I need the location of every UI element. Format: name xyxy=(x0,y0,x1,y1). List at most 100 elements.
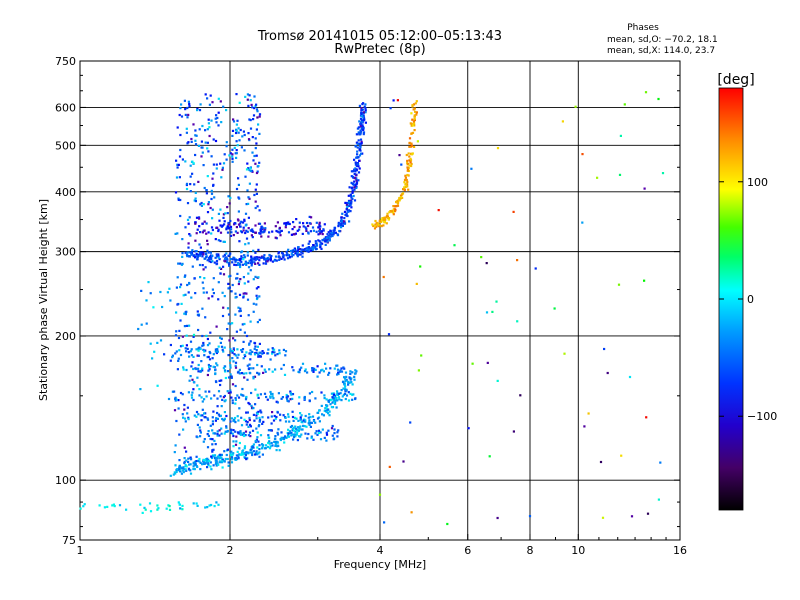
echo-point xyxy=(301,244,304,247)
echo-point xyxy=(287,248,290,251)
echo-point xyxy=(211,455,214,458)
echo-point xyxy=(184,347,187,350)
echo-point xyxy=(173,409,177,412)
echo-point xyxy=(279,419,282,422)
echo-point xyxy=(239,265,242,269)
echo-point xyxy=(406,169,409,172)
echo-point xyxy=(360,127,364,130)
echo-point xyxy=(254,275,257,278)
echo-point xyxy=(217,256,220,259)
echo-point xyxy=(175,159,178,162)
echo-point xyxy=(360,140,363,143)
echo-point xyxy=(319,438,323,441)
echo-point xyxy=(227,322,230,325)
echo-point xyxy=(208,126,211,129)
echo-point xyxy=(212,410,215,413)
echo-point xyxy=(377,223,380,226)
echo-point xyxy=(287,428,290,431)
echo-point xyxy=(224,365,227,368)
echo-point xyxy=(194,292,197,295)
echo-point xyxy=(271,370,274,373)
echo-point xyxy=(238,431,242,434)
echo-point xyxy=(318,409,321,412)
echo-point xyxy=(323,409,326,412)
echo-point xyxy=(353,378,356,381)
echo-point xyxy=(273,414,276,418)
echo-point xyxy=(240,250,244,253)
echo-point xyxy=(233,418,236,421)
echo-point xyxy=(269,358,272,361)
echo-point xyxy=(386,216,390,219)
echo-point xyxy=(234,258,238,261)
echo-point xyxy=(181,413,184,416)
echo-point xyxy=(294,249,297,252)
echo-point xyxy=(199,203,202,206)
echo-point xyxy=(216,432,219,436)
x-tick-label: 10 xyxy=(571,544,585,557)
echo-point xyxy=(197,180,200,183)
echo-point xyxy=(187,457,190,460)
echo-point xyxy=(312,246,315,249)
echo-point xyxy=(256,431,259,434)
echo-point xyxy=(297,419,300,422)
echo-point xyxy=(287,435,290,438)
echo-point xyxy=(254,162,257,165)
echo-point xyxy=(516,320,519,323)
echo-point xyxy=(229,366,232,369)
stats-header: Phases xyxy=(627,23,659,33)
echo-point xyxy=(528,515,532,518)
echo-point xyxy=(249,170,252,173)
echo-point xyxy=(234,361,238,364)
echo-point xyxy=(340,222,343,225)
echo-point xyxy=(294,435,297,438)
echo-point xyxy=(235,440,238,443)
echo-point xyxy=(325,239,328,242)
echo-point xyxy=(296,229,299,232)
echo-point xyxy=(211,429,214,432)
echo-point xyxy=(201,307,204,310)
echo-point xyxy=(197,354,200,357)
echo-point xyxy=(409,161,412,164)
echo-point xyxy=(256,345,259,348)
echo-point xyxy=(219,395,222,398)
echo-point xyxy=(288,255,292,259)
echo-point xyxy=(179,345,183,348)
echo-point xyxy=(284,435,287,438)
echo-point xyxy=(137,327,140,331)
echo-point xyxy=(189,164,192,167)
echo-point xyxy=(247,242,250,245)
echo-point xyxy=(233,223,236,226)
echo-point xyxy=(156,341,159,344)
echo-point xyxy=(190,394,193,397)
echo-point xyxy=(261,445,264,448)
echo-point xyxy=(285,396,288,399)
echo-point xyxy=(341,380,345,384)
echo-point xyxy=(236,263,240,266)
echo-point xyxy=(351,190,354,193)
echo-point xyxy=(241,350,244,353)
echo-point xyxy=(188,216,191,219)
echo-point xyxy=(187,242,190,245)
echo-point xyxy=(207,363,210,367)
echo-point xyxy=(351,189,354,192)
echo-point xyxy=(208,390,211,393)
echo-point xyxy=(257,286,260,289)
echo-point xyxy=(245,395,248,399)
echo-point xyxy=(308,215,311,218)
echo-point xyxy=(350,175,353,178)
echo-point xyxy=(237,210,240,213)
echo-point xyxy=(305,247,308,250)
echo-point xyxy=(252,413,255,416)
echo-point xyxy=(206,417,209,420)
echo-point xyxy=(659,461,662,464)
echo-point xyxy=(290,249,293,253)
echo-point xyxy=(222,213,225,216)
echo-point xyxy=(171,356,174,359)
echo-point xyxy=(210,455,213,458)
echo-point xyxy=(303,370,307,373)
echo-point xyxy=(316,433,319,436)
echo-point xyxy=(249,99,252,102)
echo-point xyxy=(187,246,190,249)
echo-point xyxy=(215,167,218,170)
echo-point xyxy=(199,429,202,432)
